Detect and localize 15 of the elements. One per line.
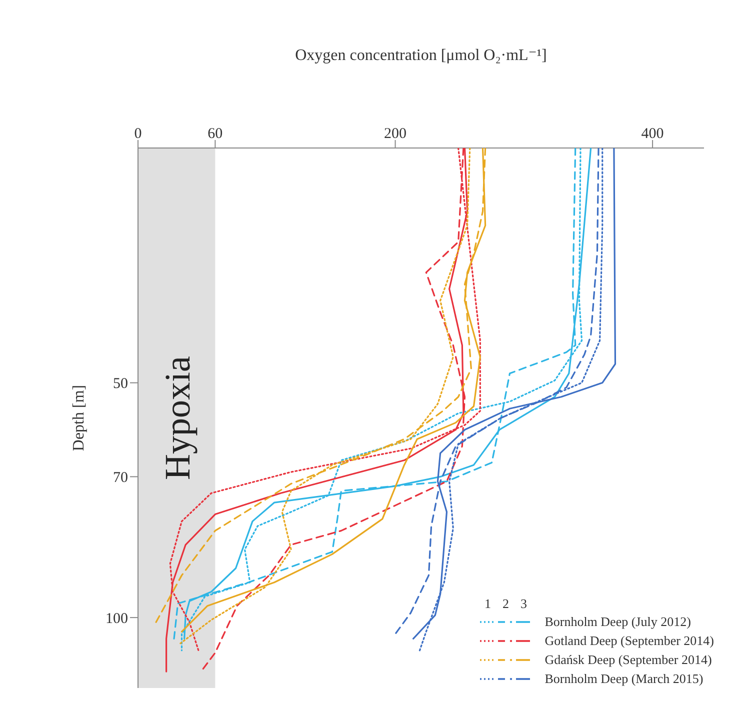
y-tick-label: 50	[113, 376, 128, 392]
x-tick-label: 0	[134, 126, 142, 142]
legend-label: Gdańsk Deep (September 2014)	[544, 652, 712, 668]
y-tick-label: 100	[106, 610, 128, 627]
x-axis-title: Oxygen concentration [μmol O₂·mL⁻¹]	[295, 47, 547, 64]
x-tick-label: 200	[384, 126, 407, 142]
y-axis-title: Depth [m]	[70, 384, 88, 452]
band-label: Hypoxia	[157, 356, 198, 480]
legend-label: Gotland Deep (September 2014)	[544, 632, 714, 648]
y-tick-label: 70	[113, 470, 128, 486]
x-tick-label: 60	[208, 126, 223, 142]
legend-label: Bornholm Deep (July 2012)	[544, 614, 691, 630]
legend-title: 1 2 3	[483, 596, 528, 612]
legend-label: Bornholm Deep (March 2015)	[544, 670, 704, 686]
x-tick-label: 400	[641, 126, 664, 142]
